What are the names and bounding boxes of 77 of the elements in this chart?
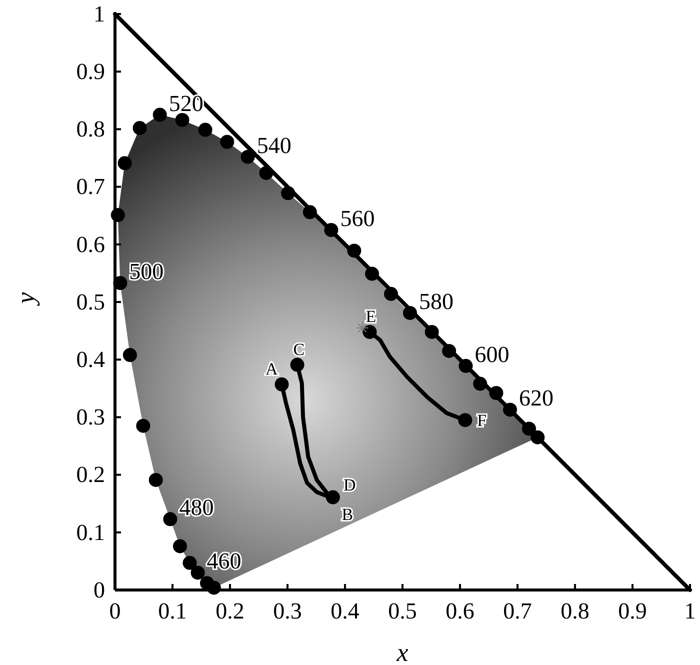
annotation: C <box>293 340 305 359</box>
point <box>473 376 488 391</box>
y-tick-label: 0 <box>94 577 105 602</box>
x-tick-label: 0.1 <box>158 598 187 624</box>
y-tick-label: 1 <box>94 1 105 26</box>
y-tick-label: 0.6 <box>76 232 105 257</box>
y-tick-label: 0.1 <box>76 520 105 545</box>
point <box>326 490 340 504</box>
point <box>190 566 205 580</box>
point <box>132 121 147 136</box>
annotation: 620 <box>519 386 554 411</box>
point <box>384 286 398 301</box>
annotation: B <box>342 504 354 524</box>
y-tick-label: 0.4 <box>76 346 106 372</box>
annotation: D <box>344 476 356 495</box>
x-tick-label: 1 <box>684 598 696 624</box>
annotation: 460 <box>206 548 242 574</box>
point <box>347 244 362 258</box>
point <box>503 402 518 417</box>
point <box>220 134 234 149</box>
point <box>281 186 296 200</box>
point <box>172 539 187 554</box>
annotation: 500 <box>129 258 164 284</box>
y-tick-label: 0.5 <box>76 289 105 314</box>
y-axis-title: y <box>11 292 40 307</box>
y-tick-label: 0.7 <box>76 174 105 200</box>
x-tick-label: 0.5 <box>388 598 417 624</box>
annotation: 560 <box>340 206 375 231</box>
x-tick-label: 0.6 <box>446 598 474 624</box>
point <box>458 413 472 428</box>
x-tick-label: 0 <box>109 598 121 624</box>
point <box>175 112 190 127</box>
point <box>530 430 545 444</box>
annotation: F <box>477 411 487 430</box>
point <box>113 276 128 290</box>
point <box>424 324 439 339</box>
point <box>324 223 338 237</box>
x-axis-title: x <box>396 638 409 665</box>
y-tick-label: 0.2 <box>76 462 105 488</box>
y-tick-label: 0.3 <box>76 404 105 430</box>
point <box>198 122 212 137</box>
x-tick-label: 0.3 <box>273 598 302 624</box>
y-tick-label: 0.8 <box>76 116 105 142</box>
point <box>362 324 377 339</box>
x-tick-label: 0.4 <box>330 598 360 624</box>
point <box>148 472 163 487</box>
annotation: 480 <box>179 495 214 520</box>
point <box>365 266 380 281</box>
point <box>458 358 473 373</box>
point <box>152 108 167 122</box>
point <box>402 306 417 320</box>
point <box>259 166 274 180</box>
point <box>290 358 304 372</box>
x-tick-label: 0.9 <box>618 598 647 624</box>
x-tick-label: 0.8 <box>560 598 590 624</box>
point <box>163 512 178 526</box>
point <box>118 156 132 170</box>
point <box>182 556 197 570</box>
annotation: A <box>265 359 278 378</box>
point <box>302 205 317 220</box>
annotation: 600 <box>474 342 510 367</box>
point <box>110 208 125 222</box>
annotation: E <box>366 306 376 326</box>
annotation: 540 <box>256 132 292 158</box>
y-tick-label: 0.9 <box>76 58 105 84</box>
point <box>442 344 456 358</box>
point <box>489 386 504 400</box>
point <box>274 377 289 392</box>
annotation: 580 <box>418 288 454 314</box>
point <box>356 321 369 334</box>
x-tick-label: 0.2 <box>216 598 244 624</box>
point <box>522 422 536 436</box>
point <box>200 576 214 590</box>
point <box>122 348 137 362</box>
point <box>136 418 150 433</box>
x-tick-label: 0.7 <box>503 598 532 624</box>
point <box>240 150 255 164</box>
